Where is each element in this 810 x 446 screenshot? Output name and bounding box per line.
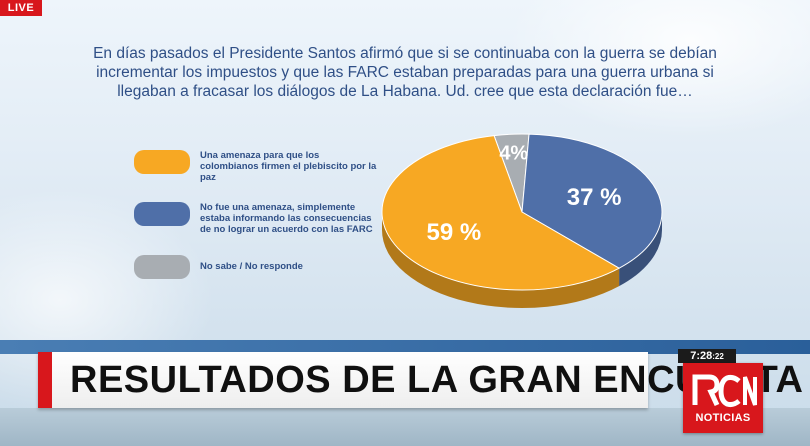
lower-third-banner: [38, 352, 648, 408]
legend-label-informando: No fue una amenaza, simplemente estaba i…: [200, 202, 373, 235]
rcn-logo: NOTICIAS: [683, 363, 763, 433]
rcn-logo-mark-icon: [692, 374, 757, 408]
pie-slice-0: [381, 135, 621, 291]
legend-swatch-blue: [134, 202, 190, 226]
pie-chart-svg: 4% 37 % 59 %: [381, 133, 663, 308]
pie-slice-1: [521, 133, 663, 269]
pie-chart: 4% 37 % 59 %: [372, 132, 672, 332]
legend-label-no-sabe: No sabe / No responde: [200, 261, 303, 272]
clock-time: 7:28: [690, 350, 713, 362]
bottom-strip: [0, 408, 810, 446]
pie-side-1: [619, 212, 662, 287]
legend-item-amenaza: Una amenaza para que los colombianos fir…: [134, 150, 380, 183]
legend-swatch-gray: [134, 255, 190, 279]
pie-side-0: [382, 212, 620, 308]
survey-question: En días pasados el Presidente Santos afi…: [93, 45, 717, 100]
live-badge: LIVE: [0, 0, 42, 16]
banner-title: RESULTADOS DE LA GRAN ENCUESTA: [70, 359, 804, 401]
blue-band: [0, 340, 810, 354]
pie-label-1: 37 %: [567, 184, 622, 211]
legend-item-informando: No fue una amenaza, simplemente estaba i…: [134, 202, 380, 235]
clock: 7:28:22: [678, 349, 736, 363]
logo-text: NOTICIAS: [695, 412, 751, 424]
legend-item-no-sabe: No sabe / No responde: [134, 255, 380, 279]
banner-accent: [38, 352, 52, 408]
legend-label-amenaza: Una amenaza para que los colombianos fir…: [200, 150, 377, 183]
pie-label-0: 59 %: [426, 219, 481, 246]
clock-seconds: :22: [712, 351, 724, 361]
legend-swatch-orange: [134, 150, 190, 174]
pie-label-2: 4%: [499, 142, 528, 164]
